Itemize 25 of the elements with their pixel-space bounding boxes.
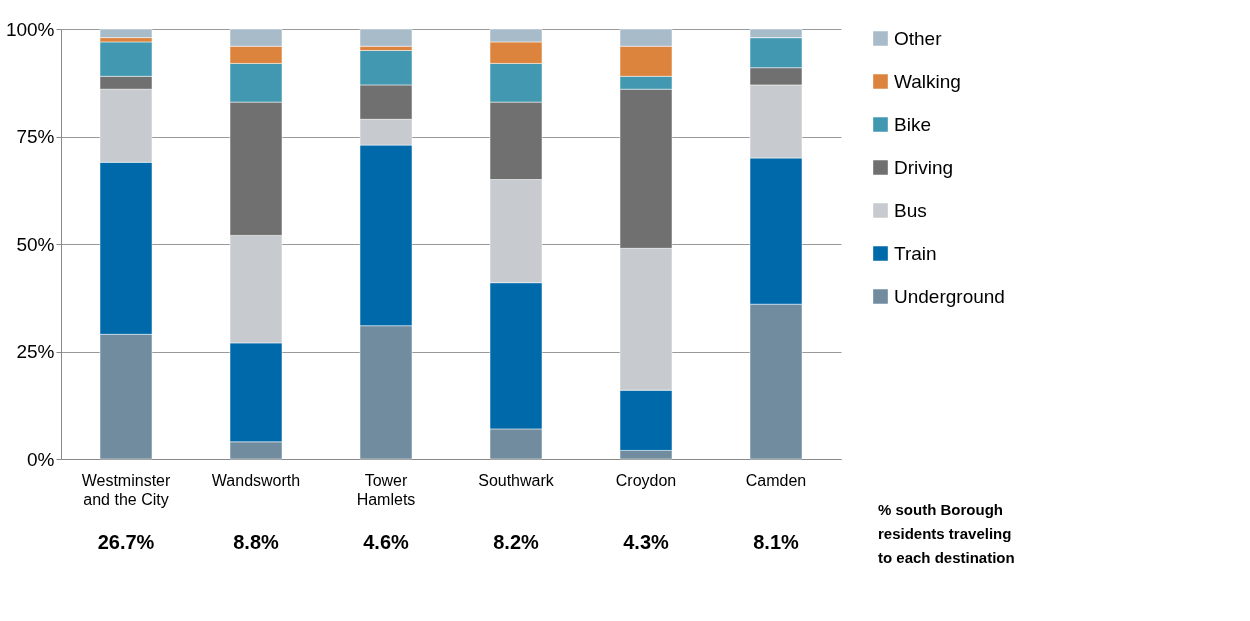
x-tick-label: Camden xyxy=(745,472,807,489)
y-tick-label: 75% xyxy=(16,126,55,147)
legend-label: Driving xyxy=(894,156,954,178)
legend-label: Bus xyxy=(894,199,927,221)
text: 4.3% xyxy=(623,531,670,553)
x-tick-label: Wandsworth xyxy=(211,472,301,489)
text: 26.7% xyxy=(97,531,155,553)
legend-label: Bike xyxy=(894,113,931,135)
y-tick-label: 100% xyxy=(5,18,55,40)
legend-label: Other xyxy=(894,27,943,49)
text: % south Borough residents traveling to each destination xyxy=(878,501,1015,566)
legend-label: Walking xyxy=(894,70,961,92)
text: 8.2% xyxy=(493,531,540,553)
y-tick-label: 25% xyxy=(16,341,55,362)
y-tick-label: 50% xyxy=(16,233,55,255)
legend-label: Train xyxy=(894,242,937,264)
x-tick-label: Southwark xyxy=(478,472,555,489)
legend-label: Underground xyxy=(894,285,1005,307)
x-tick-label: Tower Hamlets xyxy=(356,472,416,508)
text: 8.8% xyxy=(233,531,280,553)
y-tick-label: 0% xyxy=(27,448,55,470)
x-tick-label: Croydon xyxy=(615,472,677,489)
text: 8.1% xyxy=(753,531,800,553)
x-tick-label: Westminster and the City xyxy=(81,472,171,508)
text: 4.6% xyxy=(363,531,410,553)
